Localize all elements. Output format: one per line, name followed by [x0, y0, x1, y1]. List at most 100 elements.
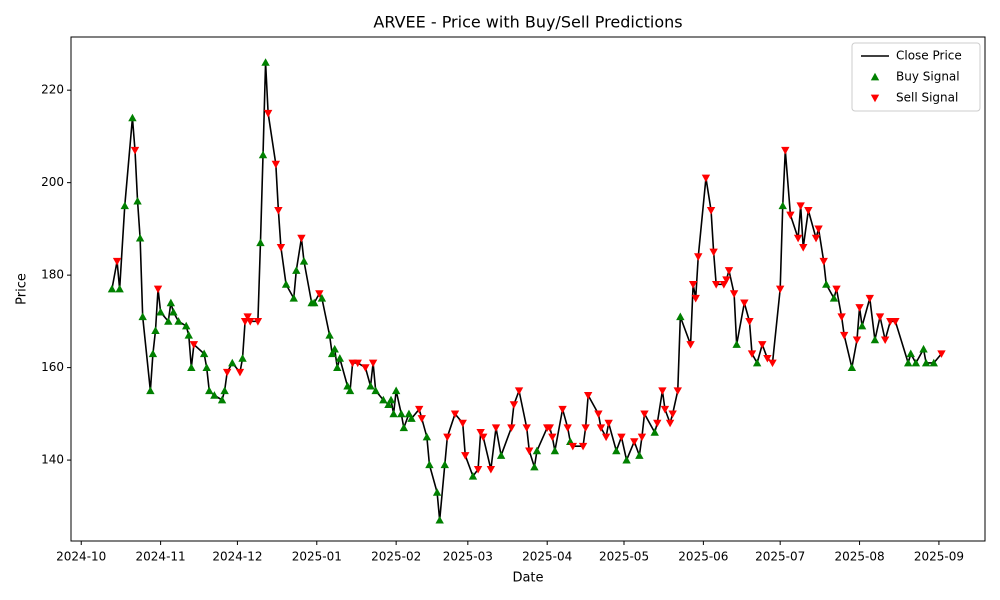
buy-marker: [407, 414, 416, 422]
buy-marker: [333, 363, 342, 371]
legend: Close Price Buy Signal Sell Signal: [851, 42, 981, 112]
buy-marker: [468, 472, 478, 480]
buy-marker: [310, 298, 319, 307]
buy-marker: [822, 280, 831, 288]
sell-marker: [880, 336, 890, 345]
sell-marker: [243, 313, 252, 321]
sell-marker: [855, 304, 864, 312]
buy-marker: [166, 298, 176, 307]
x-tick-label: 2025-05: [599, 550, 649, 564]
buy-marker: [330, 344, 339, 353]
sell-marker: [875, 313, 885, 321]
sell-marker: [640, 410, 649, 419]
x-tick-label: 2024-11: [136, 550, 186, 564]
sell-marker: [775, 285, 785, 294]
buy-marker: [238, 354, 247, 362]
buy-marker: [389, 409, 398, 418]
buy-marker: [199, 349, 209, 358]
buy-marker: [612, 446, 621, 455]
sell-marker: [130, 146, 140, 155]
sell-marker: [745, 318, 754, 326]
y-tick-label: 220: [41, 83, 64, 97]
buy-marker: [228, 358, 237, 367]
sell-marker: [596, 424, 606, 432]
buy-marker: [148, 349, 158, 358]
buy-marker: [778, 201, 787, 210]
sell-marker: [722, 276, 731, 284]
sell-marker: [668, 410, 677, 419]
buy-marker: [911, 358, 921, 367]
buy-marker: [187, 363, 196, 371]
sell-marker: [486, 465, 496, 474]
buy-marker: [386, 395, 396, 404]
buy-marker: [550, 446, 560, 455]
sell-marker: [740, 299, 749, 308]
sell-marker: [852, 336, 862, 345]
buy-marker: [261, 58, 270, 66]
buy-marker: [635, 451, 644, 459]
buy-marker: [676, 312, 685, 321]
legend-marker: [870, 94, 880, 103]
buy-marker: [292, 266, 301, 274]
buy-marker: [532, 446, 542, 455]
sell-marker: [747, 350, 757, 358]
y-axis-label: Price: [15, 273, 30, 305]
sell-marker: [804, 207, 813, 215]
sell-marker: [578, 442, 588, 451]
x-tick-label: 2025-09: [914, 550, 964, 564]
buy-marker: [432, 488, 442, 496]
sell-marker: [665, 419, 675, 428]
legend-label: Buy Signal: [896, 70, 960, 84]
sell-marker: [458, 419, 467, 428]
buy-marker: [384, 400, 393, 408]
sell-marker: [450, 410, 460, 419]
sell-marker: [758, 341, 767, 349]
buy-marker: [281, 280, 291, 288]
sell-marker: [819, 257, 828, 266]
x-axis-label: Date: [512, 571, 543, 586]
buy-marker: [258, 150, 268, 159]
buy-marker: [399, 423, 409, 432]
buy-marker: [870, 335, 880, 344]
buy-marker: [929, 358, 938, 367]
buy-marker: [366, 381, 375, 390]
buy-marker: [138, 312, 147, 321]
sell-marker: [786, 211, 795, 220]
sell-marker: [653, 419, 662, 428]
buy-marker: [650, 428, 659, 436]
sell-marker: [568, 442, 578, 451]
sell-marker: [222, 368, 232, 377]
buy-marker: [184, 331, 193, 339]
sell-marker: [604, 419, 613, 428]
sell-marker: [688, 281, 698, 289]
buy-marker: [133, 196, 142, 205]
sell-marker: [701, 174, 711, 183]
sell-marker: [417, 415, 426, 423]
sell-marker: [522, 424, 531, 432]
buy-marker: [217, 395, 227, 404]
buy-marker: [530, 462, 539, 471]
sell-marker: [361, 364, 370, 372]
sell-marker: [865, 294, 874, 303]
buy-marker: [135, 233, 145, 242]
legend-box: [851, 42, 981, 112]
sell-marker: [637, 433, 647, 442]
x-tick-label: 2025-07: [755, 550, 805, 564]
sell-marker: [796, 202, 805, 210]
x-tick-label: 2025-04: [522, 550, 572, 564]
buy-marker: [151, 326, 160, 334]
sell-marker: [763, 354, 772, 363]
legend-label: Sell Signal: [896, 91, 958, 105]
buy-marker: [397, 409, 406, 418]
sell-marker: [253, 318, 263, 326]
buy-marker: [422, 432, 432, 441]
sell-marker: [686, 341, 695, 349]
sell-marker: [768, 359, 777, 368]
sell-marker: [112, 257, 122, 266]
buy-marker: [128, 113, 137, 122]
sell-marker: [658, 387, 667, 395]
buy-marker: [327, 349, 337, 358]
sell-marker: [673, 387, 682, 395]
